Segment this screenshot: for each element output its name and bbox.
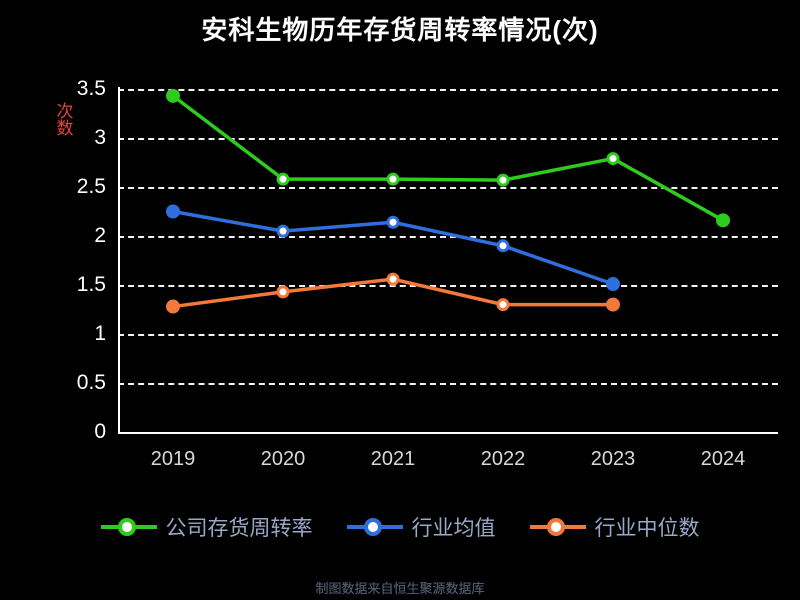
data-point xyxy=(276,224,290,238)
legend-marker-icon xyxy=(117,518,136,536)
data-point xyxy=(386,215,400,229)
gridline xyxy=(118,187,778,189)
x-axis-tick-label: 2019 xyxy=(150,448,196,470)
legend-label: 行业均值 xyxy=(411,517,496,540)
x-axis-line xyxy=(118,432,778,434)
legend-item[interactable]: 行业均值 xyxy=(346,512,496,542)
legend-label: 行业中位数 xyxy=(594,517,700,540)
y-axis-label: 次 数 xyxy=(52,103,78,137)
data-point xyxy=(276,172,290,186)
gridline xyxy=(118,138,778,140)
y-axis-tick-label: 0 xyxy=(94,420,106,443)
y-axis-tick-label: 2.5 xyxy=(76,175,106,198)
data-point xyxy=(496,173,510,187)
y-axis-tick-label: 3 xyxy=(94,126,106,149)
x-axis-tick-label: 2022 xyxy=(480,448,526,470)
data-point xyxy=(606,152,620,166)
chart-title: 安科生物历年存货周转率情况(次) xyxy=(201,15,599,45)
data-point xyxy=(166,299,180,314)
gridline xyxy=(118,285,778,287)
legend-line-swatch xyxy=(346,518,403,536)
data-point xyxy=(386,172,400,186)
data-point xyxy=(386,272,400,286)
gridline xyxy=(118,383,778,385)
series-line xyxy=(171,94,724,222)
chart-legend: 公司存货周转率 行业均值 行业中位数 xyxy=(0,512,800,542)
data-point xyxy=(606,297,620,312)
series-layer xyxy=(166,88,730,314)
gridline xyxy=(118,236,778,238)
data-point xyxy=(166,204,180,219)
y-axis-tick-label: 1 xyxy=(94,322,106,345)
legend-label: 公司存货周转率 xyxy=(165,517,313,540)
y-axis-tick-label: 2 xyxy=(94,224,106,247)
y-axis-tick-label: 1.5 xyxy=(76,273,106,296)
y-axis-tick-label: 3.5 xyxy=(76,77,106,100)
data-point xyxy=(496,298,510,312)
data-point xyxy=(276,285,290,299)
y-axis-line xyxy=(118,87,120,434)
gridline xyxy=(118,334,778,336)
data-point xyxy=(496,239,510,253)
y-axis-tick-label: 0.5 xyxy=(76,371,106,394)
plot-area: 0 0.5 1 1.5 2 2.5 3 3.5 2019 2020 2021 2022 2023 202… xyxy=(77,78,778,470)
x-axis-tick-label: 2021 xyxy=(370,448,416,470)
y-axis-label-char-1: 次 xyxy=(56,102,74,121)
y-axis-label-char-2: 数 xyxy=(56,119,74,138)
legend-line-swatch xyxy=(100,518,157,536)
legend-marker-icon xyxy=(363,518,382,536)
x-axis-tick-label: 2024 xyxy=(700,448,746,470)
gridline xyxy=(118,89,778,91)
data-point xyxy=(716,213,730,228)
legend-line-swatch xyxy=(529,518,586,536)
data-point xyxy=(166,88,180,103)
x-axis-tick-label: 2023 xyxy=(590,448,636,470)
chart-footer-overlay: 制图数据来自恒生聚源数据库 xyxy=(315,581,485,596)
data-point xyxy=(606,277,620,292)
x-axis-tick-label: 2020 xyxy=(260,448,306,470)
chart-footer: 制图数据来自恒生聚源数据库 xyxy=(315,581,485,596)
legend-marker-icon xyxy=(546,518,565,536)
legend-item[interactable]: 行业中位数 xyxy=(529,512,700,542)
legend-item[interactable]: 公司存货周转率 xyxy=(100,512,313,542)
